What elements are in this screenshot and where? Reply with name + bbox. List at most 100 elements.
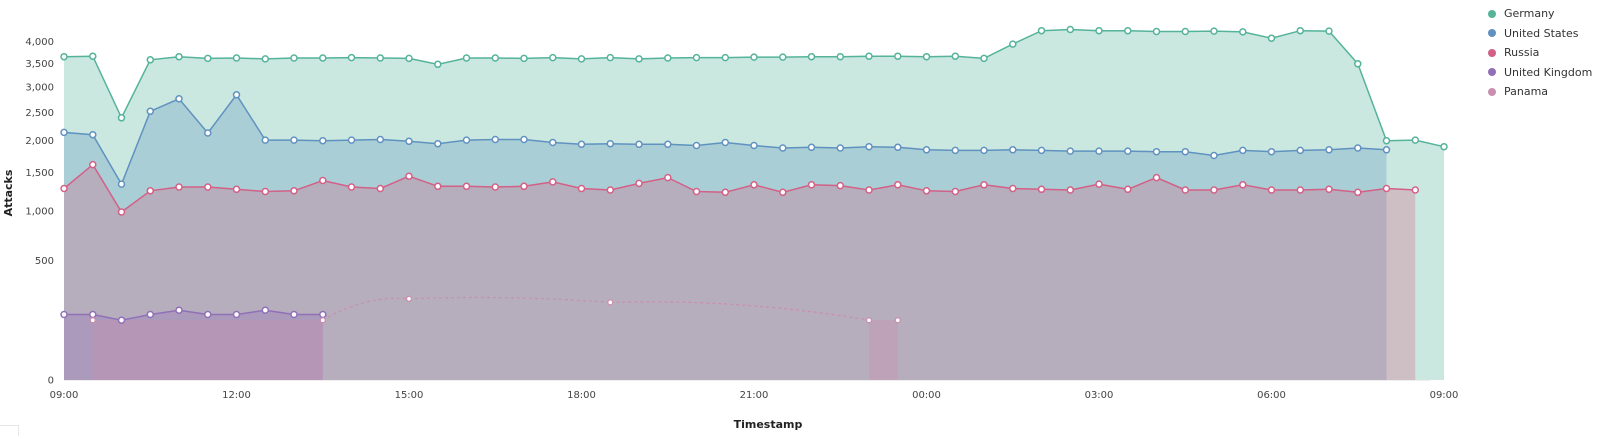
point-russia-13 xyxy=(434,182,442,191)
point-panama-1 xyxy=(319,317,326,324)
point-germany-38 xyxy=(1152,27,1161,36)
point-united-states-34 xyxy=(1037,146,1046,155)
x-tick-label-7: 06:00 xyxy=(1257,390,1286,401)
point-russia-11 xyxy=(376,184,385,193)
legend-dot-panama xyxy=(1488,87,1496,96)
point-germany-14 xyxy=(462,54,471,62)
point-united-states-27 xyxy=(836,144,845,152)
point-united-states-14 xyxy=(462,136,471,144)
point-russia-4 xyxy=(175,183,183,191)
point-russia-16 xyxy=(520,182,528,191)
point-germany-37 xyxy=(1124,26,1132,35)
x-tick-label-2: 15:00 xyxy=(395,390,424,401)
point-russia-24 xyxy=(750,181,758,189)
y-tick-label-1: 500 xyxy=(35,256,54,267)
point-panama-3 xyxy=(607,299,614,306)
point-germany-20 xyxy=(635,55,643,63)
point-russia-33 xyxy=(1009,184,1017,193)
point-united-states-40 xyxy=(1210,151,1218,160)
point-germany-26 xyxy=(807,52,816,61)
x-tick-label-3: 18:00 xyxy=(567,390,596,401)
point-united-kingdom-4 xyxy=(175,306,183,314)
point-germany-31 xyxy=(951,52,960,60)
points-layer xyxy=(60,25,1448,324)
legend-item-united-states[interactable]: United States xyxy=(1488,24,1592,44)
legend-item-russia[interactable]: Russia xyxy=(1488,43,1592,63)
point-russia-7 xyxy=(261,187,270,196)
point-united-states-16 xyxy=(520,135,528,144)
point-germany-13 xyxy=(434,60,442,69)
point-united-kingdom-5 xyxy=(204,310,212,319)
point-russia-18 xyxy=(577,184,586,193)
x-tick-label-8: 09:00 xyxy=(1430,390,1459,401)
point-germany-42 xyxy=(1267,34,1276,42)
point-united-states-19 xyxy=(606,139,615,148)
point-united-states-24 xyxy=(750,141,758,150)
point-germany-33 xyxy=(1009,40,1017,48)
y-tick-label-3: 1,500 xyxy=(25,168,54,179)
point-germany-30 xyxy=(922,52,931,61)
y-tick-label-4: 2,000 xyxy=(25,136,54,147)
legend-item-panama[interactable]: Panama xyxy=(1488,82,1592,102)
point-russia-10 xyxy=(347,183,356,191)
point-russia-45 xyxy=(1354,188,1362,197)
point-united-kingdom-3 xyxy=(146,310,155,319)
y-tick-label-0: 0 xyxy=(48,376,54,387)
point-germany-22 xyxy=(692,53,701,62)
point-russia-14 xyxy=(462,182,471,191)
legend-label-germany: Germany xyxy=(1504,7,1555,21)
point-united-states-20 xyxy=(635,140,643,149)
area-germany xyxy=(64,29,1444,380)
point-united-states-37 xyxy=(1124,147,1132,155)
point-united-states-28 xyxy=(865,142,873,151)
y-tick-label-5: 2,500 xyxy=(25,108,54,119)
point-germany-17 xyxy=(549,53,557,62)
y-tick-label-2: 1,000 xyxy=(25,206,54,217)
point-russia-30 xyxy=(922,187,931,195)
point-germany-9 xyxy=(319,54,327,62)
point-united-kingdom-7 xyxy=(261,306,270,314)
point-panama-2 xyxy=(405,295,413,302)
legend-dot-united-states xyxy=(1488,29,1496,38)
point-russia-17 xyxy=(549,178,557,186)
point-united-states-4 xyxy=(175,95,183,103)
point-germany-44 xyxy=(1325,27,1333,35)
point-russia-12 xyxy=(405,172,413,180)
point-germany-0 xyxy=(60,52,68,61)
line-united-kingdom xyxy=(64,309,323,321)
point-germany-11 xyxy=(376,54,385,62)
legend-item-germany[interactable]: Germany xyxy=(1488,4,1592,24)
area-united-kingdom xyxy=(64,310,323,380)
point-russia-15 xyxy=(491,183,500,191)
point-russia-31 xyxy=(951,187,960,196)
point-germany-25 xyxy=(779,53,787,61)
line-russia xyxy=(63,163,1416,214)
point-united-states-21 xyxy=(664,140,672,149)
point-russia-22 xyxy=(692,187,701,196)
dashed-panama-1 xyxy=(408,296,611,304)
point-united-states-18 xyxy=(577,140,586,149)
point-united-states-8 xyxy=(290,136,298,144)
legend-item-united-kingdom[interactable]: United Kingdom xyxy=(1488,63,1592,83)
point-germany-24 xyxy=(750,53,758,61)
point-united-states-33 xyxy=(1009,146,1017,154)
point-germany-18 xyxy=(577,55,586,63)
point-united-states-17 xyxy=(549,138,557,147)
point-russia-36 xyxy=(1095,180,1103,188)
point-united-states-13 xyxy=(434,139,442,148)
point-russia-28 xyxy=(865,186,873,194)
point-panama-5 xyxy=(894,317,901,324)
areas-layer xyxy=(64,29,1444,381)
point-russia-6 xyxy=(232,185,241,194)
point-united-kingdom-1 xyxy=(89,310,97,319)
point-united-kingdom-6 xyxy=(232,310,241,319)
x-tick-label-1: 12:00 xyxy=(222,390,251,401)
point-germany-1 xyxy=(89,52,97,60)
point-russia-19 xyxy=(606,186,615,194)
point-united-states-11 xyxy=(376,135,385,144)
point-germany-46 xyxy=(1382,136,1391,145)
point-russia-8 xyxy=(290,187,298,195)
legend-label-united-kingdom: United Kingdom xyxy=(1504,65,1593,79)
point-united-states-32 xyxy=(980,146,988,155)
